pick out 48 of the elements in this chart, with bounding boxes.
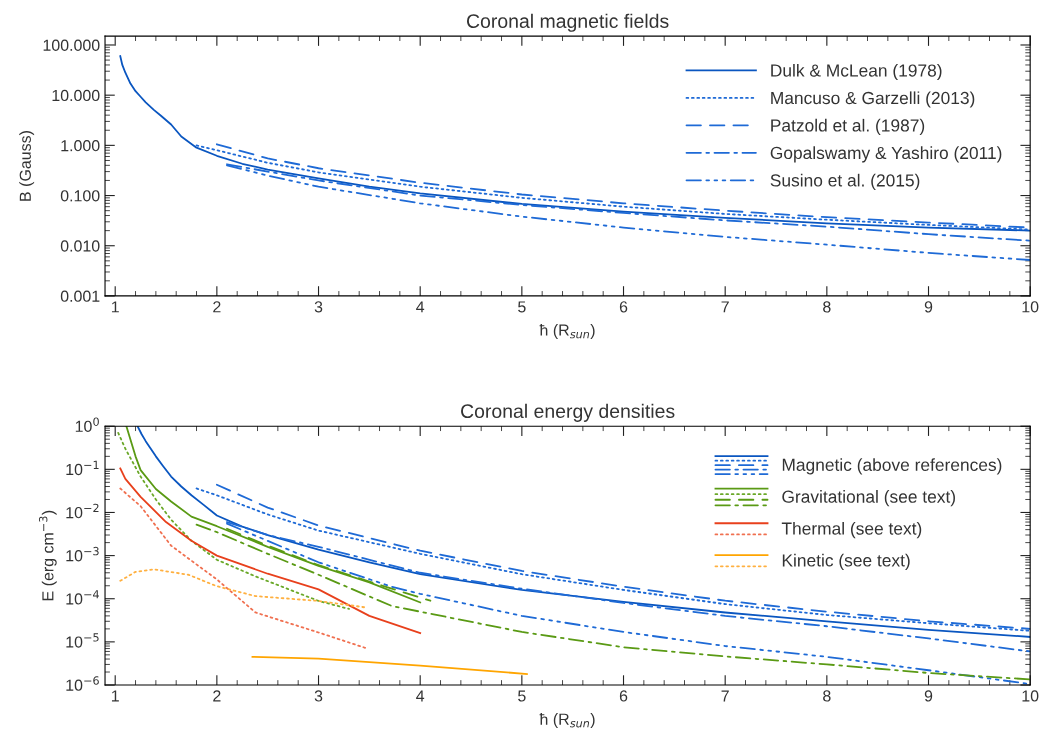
x-tick-label: 7 [721, 301, 729, 313]
x-tick-label: 10 [1022, 301, 1039, 313]
y-tick-label: 1.000 [61, 140, 100, 152]
x-tick-label: 6 [619, 301, 628, 313]
y-tick-label: 100.000 [43, 39, 100, 51]
chart-title: Coronal energy densities [461, 403, 675, 422]
x-tick-label: 9 [924, 301, 933, 313]
legend-label: Gravitational (see text) [782, 490, 955, 507]
y-tick-label: 10$^{−3}$ [66, 546, 99, 562]
x-tick-label: 2 [213, 301, 221, 313]
y-tick-label: 10$^{−6}$ [66, 676, 99, 691]
x-tick-label: 10 [1022, 690, 1039, 702]
x-tick-label: 5 [518, 690, 526, 702]
y-axis-title: E (erg cm$^{−3}$) [38, 510, 57, 601]
legend-label: Gopalswamy & Yashiro (2011) [770, 146, 1002, 163]
x-axis-title: ħ (R$_{sun}$) [539, 713, 595, 728]
y-tick-label: 0.001 [60, 290, 100, 302]
x-tick-label: 2 [213, 690, 221, 702]
y-tick-label: 10$^{−1}$ [66, 460, 99, 476]
legend-label: Mancuso & Garzelli (2013) [771, 91, 975, 108]
x-tick-label: 1 [111, 690, 119, 702]
x-tick-label: 3 [314, 301, 323, 313]
legend-label: Thermal (see text) [781, 521, 922, 539]
y-tick-label: 10$^{−2}$ [66, 503, 99, 519]
legend-label: Kinetic (see text) [782, 553, 910, 570]
legend-label: Dulk & McLean (1978) [771, 63, 942, 81]
y-axis-title: B (Gauss) [19, 131, 35, 201]
x-tick-label: 6 [619, 690, 628, 702]
y-tick-label: 10$^{−5}$ [66, 633, 99, 648]
y-tick-label: 10.000 [52, 89, 100, 102]
y-tick-label: 0.100 [60, 190, 100, 202]
x-tick-label: 3 [314, 690, 323, 702]
chart-title: Coronal magnetic fields [467, 13, 669, 32]
legend-label: Magnetic (above references) [782, 458, 1002, 475]
x-tick-label: 8 [823, 690, 831, 702]
x-tick-label: 9 [924, 690, 933, 702]
x-tick-label: 1 [111, 301, 119, 313]
x-axis-title: ħ (R$_{sun}$) [539, 324, 595, 339]
x-tick-label: 4 [416, 690, 425, 702]
y-tick-label: 10$^{0}$ [75, 417, 99, 433]
y-tick-label: 0.010 [60, 240, 100, 252]
x-tick-label: 8 [823, 301, 831, 313]
x-tick-label: 5 [518, 301, 526, 313]
legend-label: Patzold et al. (1987) [771, 118, 925, 136]
x-tick-label: 4 [416, 301, 425, 313]
legend-label: Susino et al. (2015) [770, 173, 920, 190]
y-tick-label: 10$^{−4}$ [66, 590, 99, 605]
x-tick-label: 7 [721, 690, 729, 702]
